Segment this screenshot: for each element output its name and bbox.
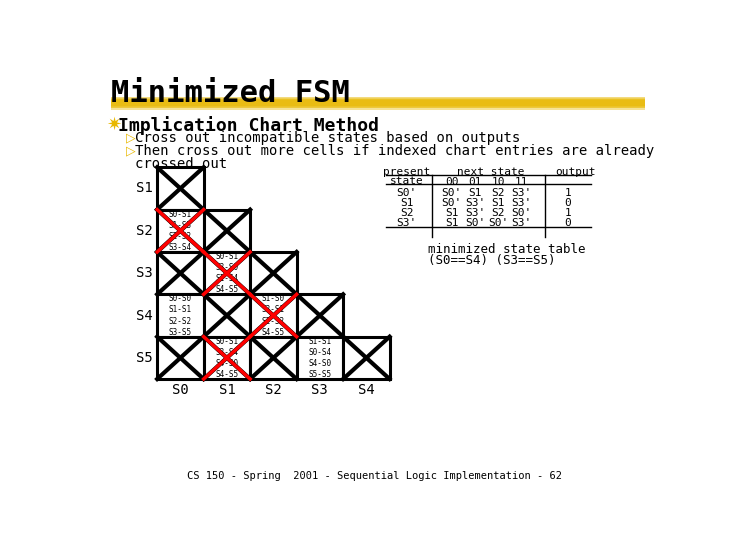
Text: CS 150 - Spring  2001 - Sequential Logic Implementation - 62: CS 150 - Spring 2001 - Sequential Logic … [187,470,561,481]
Text: S0': S0' [511,208,531,218]
Text: 11: 11 [515,177,528,187]
Text: S1: S1 [468,188,482,198]
Bar [250,337,296,379]
Text: 0: 0 [564,198,572,208]
Text: S2: S2 [136,224,153,238]
Text: S3': S3' [465,198,485,208]
Bar [157,167,204,210]
Bar [296,337,343,379]
Text: S2: S2 [265,383,282,397]
Text: state: state [390,176,423,186]
Text: S1: S1 [445,218,458,228]
Text: S3': S3' [396,218,417,228]
Bar [157,294,204,337]
Bar [204,210,250,252]
Text: S0-S1
S1-S3
S2-S2
S3-S4: S0-S1 S1-S3 S2-S2 S3-S4 [169,210,192,252]
Text: S1-S1
S0-S4
S4-S0
S5-S5: S1-S1 S0-S4 S4-S0 S5-S5 [308,337,331,379]
Text: S4: S4 [136,309,153,323]
Bar [343,337,390,379]
Text: S0-S1
S3-S0
S1-S4
S4-S5: S0-S1 S3-S0 S1-S4 S4-S5 [215,252,239,294]
Text: S2: S2 [491,208,505,218]
Text: ▷: ▷ [126,144,136,157]
Text: S1: S1 [445,208,458,218]
Bar [250,294,296,337]
Text: 1: 1 [564,188,572,198]
Text: next state: next state [457,167,524,177]
Bar [250,252,296,294]
Text: S2: S2 [400,208,413,218]
Text: minimized state table: minimized state table [429,243,586,256]
Text: present: present [383,167,430,177]
Bar [204,337,250,379]
Text: S0': S0' [442,188,462,198]
Text: S3: S3 [136,266,153,280]
Text: 00: 00 [445,177,458,187]
Text: S0-S0
S1-S1
S2-S2
S3-S5: S0-S0 S1-S1 S2-S2 S3-S5 [169,294,192,336]
Text: crossed out: crossed out [136,156,228,171]
Text: Then cross out more cells if indexed chart entries are already: Then cross out more cells if indexed cha… [136,144,655,158]
Bar [204,252,250,294]
Text: S1: S1 [218,383,235,397]
Text: S1: S1 [491,198,505,208]
Text: ▷: ▷ [126,131,136,144]
Text: S4: S4 [358,383,374,397]
Text: Implication Chart Method: Implication Chart Method [118,115,380,135]
Text: S1-S0
S3-S1
S2-S2
S4-S5: S1-S0 S3-S1 S2-S2 S4-S5 [262,294,285,336]
Text: S3': S3' [511,218,531,228]
Text: S5: S5 [136,351,153,365]
Bar [296,294,343,337]
Text: Minimized FSM: Minimized FSM [111,79,350,108]
Text: output: output [556,167,596,177]
Text: S3': S3' [465,208,485,218]
Text: S2: S2 [491,188,505,198]
Text: S0': S0' [465,218,485,228]
Bar [204,294,250,337]
Text: S0': S0' [488,218,508,228]
Text: S0: S0 [172,383,189,397]
Text: S0': S0' [442,198,462,208]
Text: S0': S0' [396,188,417,198]
Text: S3': S3' [511,188,531,198]
Text: (S0==S4) (S3==S5): (S0==S4) (S3==S5) [429,254,556,267]
Text: S0-S1
S3-S4
S4-S0
S4-S5: S0-S1 S3-S4 S4-S0 S4-S5 [215,337,239,379]
Text: 10: 10 [491,177,505,187]
Text: Cross out incompatible states based on outputs: Cross out incompatible states based on o… [136,131,520,145]
Text: 01: 01 [468,177,482,187]
Text: ✷: ✷ [107,115,122,133]
Text: 1: 1 [564,208,572,218]
Text: 0: 0 [564,218,572,228]
Bar [157,337,204,379]
Bar [157,210,204,252]
Text: S1: S1 [136,182,153,195]
Bar [157,252,204,294]
Text: S3: S3 [312,383,328,397]
Text: S3': S3' [511,198,531,208]
Text: S1: S1 [400,198,413,208]
